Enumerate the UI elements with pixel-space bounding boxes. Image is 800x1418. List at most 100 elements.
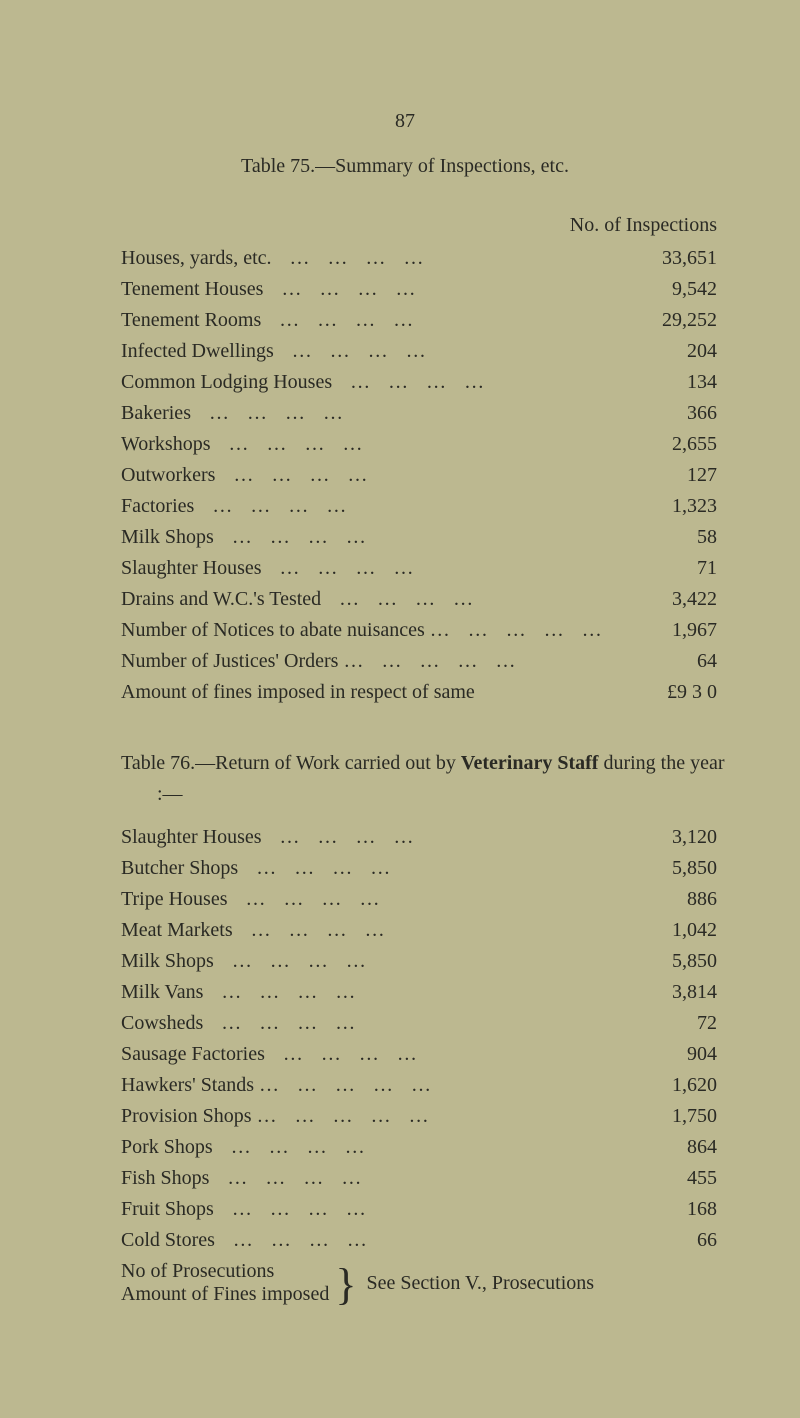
- table-row: Number of Justices' Orders ……………64: [85, 646, 725, 677]
- table-row: Provision Shops ……………1,750: [85, 1101, 725, 1132]
- table-row: Amount of fines imposed in respect of sa…: [85, 677, 725, 708]
- row-value: 64: [627, 646, 725, 677]
- row-label: Infected Dwellings: [85, 336, 274, 367]
- leader-dots: …………: [272, 243, 627, 274]
- footer-left-line-2: Amount of Fines imposed: [121, 1283, 329, 1306]
- leader-dots: …………: [194, 491, 627, 522]
- table-row: Tenement Houses…………9,542: [85, 274, 725, 305]
- row-label: Fish Shops: [85, 1163, 209, 1194]
- leader-dots: …………: [203, 977, 627, 1008]
- row-label: Tenement Rooms: [85, 305, 261, 336]
- table-76-rows: Slaughter Houses…………3,120Butcher Shops………: [85, 822, 725, 1256]
- table-row: Slaughter Houses…………71: [85, 553, 725, 584]
- row-value: 58: [627, 522, 725, 553]
- row-value: 455: [627, 1163, 725, 1194]
- row-value: 3,422: [627, 584, 725, 615]
- leader-dots: …………: [450, 615, 627, 646]
- row-value: 127: [627, 460, 725, 491]
- leader-dots: …………: [228, 884, 628, 915]
- row-label: Milk Shops: [85, 522, 214, 553]
- row-value: 66: [627, 1225, 725, 1256]
- row-label: Meat Markets: [85, 915, 233, 946]
- leader-dots: …………: [214, 946, 627, 977]
- row-label: Drains and W.C.'s Tested: [85, 584, 321, 615]
- leader-dots: …………: [203, 1008, 627, 1039]
- table-76-footer: No of Prosecutions Amount of Fines impos…: [85, 1260, 725, 1306]
- row-value: 204: [627, 336, 725, 367]
- leader-dots: …………: [265, 1039, 627, 1070]
- leader-dots: …………: [213, 1132, 627, 1163]
- table-row: Fish Shops…………455: [85, 1163, 725, 1194]
- table-row: Sausage Factories…………904: [85, 1039, 725, 1070]
- row-value: 366: [627, 398, 725, 429]
- row-label: Factories: [85, 491, 194, 522]
- row-value: 9,542: [627, 274, 725, 305]
- table-row: Milk Vans…………3,814: [85, 977, 725, 1008]
- row-label: Amount of fines imposed in respect of sa…: [85, 677, 475, 708]
- leader-dots: …………: [238, 853, 627, 884]
- footer-left-line-1: No of Prosecutions: [121, 1260, 329, 1283]
- row-value: 3,814: [627, 977, 725, 1008]
- row-label: Milk Vans: [85, 977, 203, 1008]
- table-76-intro: Table 76.—Return of Work carried out by …: [121, 748, 725, 810]
- row-value: 168: [627, 1194, 725, 1225]
- leader-dots: …………: [214, 1194, 627, 1225]
- table-row: Fruit Shops…………168: [85, 1194, 725, 1225]
- table-row: Hawkers' Stands ……………1,620: [85, 1070, 725, 1101]
- leader-dots: …………: [209, 1163, 627, 1194]
- row-value: 904: [627, 1039, 725, 1070]
- leader-dots: …………: [215, 1225, 627, 1256]
- table-row: Drains and W.C.'s Tested…………3,422: [85, 584, 725, 615]
- row-label: Slaughter Houses: [85, 553, 262, 584]
- row-value: 5,850: [627, 946, 725, 977]
- table-row: Factories…………1,323: [85, 491, 725, 522]
- leader-dots: …………: [211, 429, 627, 460]
- row-value: 134: [627, 367, 725, 398]
- leader-dots: …………: [279, 1070, 627, 1101]
- leader-dots: …………: [215, 460, 627, 491]
- table-row: Cold Stores…………66: [85, 1225, 725, 1256]
- row-label: Fruit Shops: [85, 1194, 214, 1225]
- row-label: Slaughter Houses: [85, 822, 262, 853]
- table-75-rows: Houses, yards, etc.…………33,651Tenement Ho…: [85, 243, 725, 708]
- row-label: Sausage Factories: [85, 1039, 265, 1070]
- row-value: 71: [627, 553, 725, 584]
- row-label: Common Lodging Houses: [85, 367, 332, 398]
- row-value: 3,120: [627, 822, 725, 853]
- footer-right-text: See Section V., Prosecutions: [366, 1272, 725, 1295]
- leader-dots: …………: [233, 915, 627, 946]
- row-label: Pork Shops: [85, 1132, 213, 1163]
- section-spacer: [85, 708, 725, 748]
- footer-left: No of Prosecutions Amount of Fines impos…: [121, 1260, 329, 1306]
- leader-dots: …………: [277, 1101, 627, 1132]
- table-row: Outworkers…………127: [85, 460, 725, 491]
- row-value: 72: [627, 1008, 725, 1039]
- table-row: Houses, yards, etc.…………33,651: [85, 243, 725, 274]
- row-value: 1,620: [627, 1070, 725, 1101]
- leader-dots: …………: [332, 367, 627, 398]
- row-value: 29,252: [627, 305, 725, 336]
- leader-dots: …………: [263, 274, 627, 305]
- page: 87 Table 75.—Summary of Inspections, etc…: [0, 0, 800, 1418]
- row-value: 2,655: [627, 429, 725, 460]
- table-75-title: Table 75.—Summary of Inspections, etc.: [85, 155, 725, 178]
- row-label: Number of Notices to abate nuisances …: [85, 615, 450, 646]
- table-row: Cowsheds…………72: [85, 1008, 725, 1039]
- table-row: Infected Dwellings…………204: [85, 336, 725, 367]
- leader-dots: …………: [261, 305, 627, 336]
- table-row: Meat Markets…………1,042: [85, 915, 725, 946]
- row-label: Milk Shops: [85, 946, 214, 977]
- row-label: Hawkers' Stands …: [85, 1070, 279, 1101]
- table-row: Workshops…………2,655: [85, 429, 725, 460]
- leader-dots: …………: [262, 822, 627, 853]
- row-label: Cowsheds: [85, 1008, 203, 1039]
- row-label: Butcher Shops: [85, 853, 238, 884]
- row-label: Bakeries: [85, 398, 191, 429]
- leader-dots: …………: [214, 522, 627, 553]
- brace-icon: }: [335, 1263, 356, 1307]
- table-row: Milk Shops…………58: [85, 522, 725, 553]
- table-row: Pork Shops…………864: [85, 1132, 725, 1163]
- row-label: Workshops: [85, 429, 211, 460]
- row-value: 1,750: [627, 1101, 725, 1132]
- row-value: 1,323: [627, 491, 725, 522]
